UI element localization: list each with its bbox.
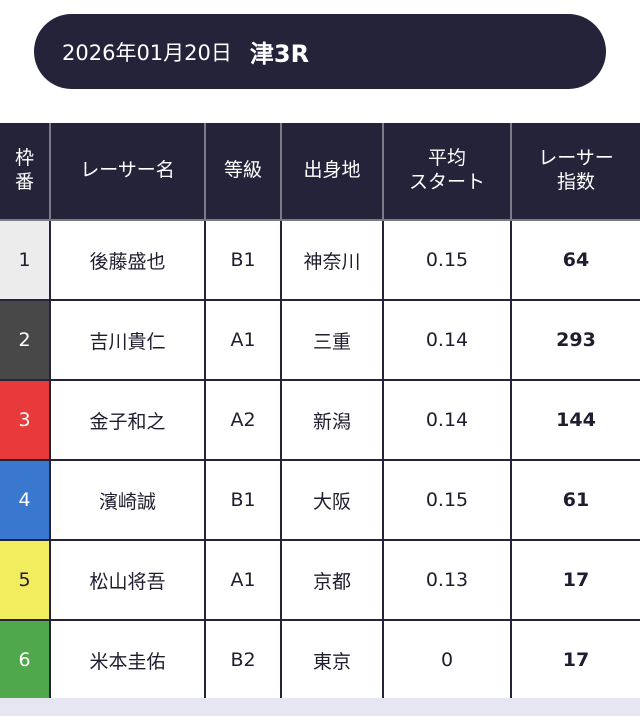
table-row: 3 金子和之 A2 新潟 0.14 144 xyxy=(0,379,640,461)
hometown-cell: 神奈川 xyxy=(280,219,384,301)
racer-name-cell: 米本圭佑 xyxy=(49,619,206,701)
racer-index-cell: 64 xyxy=(510,219,640,301)
grade-cell: A1 xyxy=(204,299,282,381)
racer-name-cell: 濱崎誠 xyxy=(49,459,206,541)
column-header-racer-name: レーサー名 xyxy=(49,123,206,221)
avg-start-cell: 0.14 xyxy=(382,379,512,461)
frame-number-cell: 1 xyxy=(0,219,51,301)
racer-index-cell: 61 xyxy=(510,459,640,541)
grade-cell: B2 xyxy=(204,619,282,701)
racer-index-cell: 293 xyxy=(510,299,640,381)
table-row: 1 後藤盛也 B1 神奈川 0.15 64 xyxy=(0,219,640,301)
frame-number-cell: 2 xyxy=(0,299,51,381)
avg-start-cell: 0.14 xyxy=(382,299,512,381)
hometown-cell: 京都 xyxy=(280,539,384,621)
hometown-cell: 東京 xyxy=(280,619,384,701)
table-row: 6 米本圭佑 B2 東京 0 17 xyxy=(0,619,640,701)
hometown-cell: 大阪 xyxy=(280,459,384,541)
racer-name-cell: 吉川貴仁 xyxy=(49,299,206,381)
racer-index-cell: 17 xyxy=(510,539,640,621)
avg-start-cell: 0.15 xyxy=(382,459,512,541)
avg-start-cell: 0.13 xyxy=(382,539,512,621)
frame-number-cell: 5 xyxy=(0,539,51,621)
bottom-bar xyxy=(0,698,640,716)
grade-cell: A2 xyxy=(204,379,282,461)
table-row: 4 濱崎誠 B1 大阪 0.15 61 xyxy=(0,459,640,541)
grade-cell: A1 xyxy=(204,539,282,621)
grade-cell: B1 xyxy=(204,459,282,541)
racer-index-cell: 144 xyxy=(510,379,640,461)
column-header-racer-index: レーサー 指数 xyxy=(510,123,640,221)
column-header-frame: 枠番 xyxy=(0,123,51,221)
racer-index-cell: 17 xyxy=(510,619,640,701)
racer-name-cell: 後藤盛也 xyxy=(49,219,206,301)
avg-start-cell: 0 xyxy=(382,619,512,701)
table-row: 5 松山将吾 A1 京都 0.13 17 xyxy=(0,539,640,621)
avg-start-cell: 0.15 xyxy=(382,219,512,301)
frame-number-cell: 3 xyxy=(0,379,51,461)
column-header-avg-start: 平均 スタート xyxy=(382,123,512,221)
racer-table: 枠番 レーサー名 等級 出身地 平均 スタート レーサー 指数 1 後藤盛也 B1 … xyxy=(0,123,640,701)
frame-number-cell: 4 xyxy=(0,459,51,541)
column-header-grade: 等級 xyxy=(204,123,282,221)
race-header: 2026年01月20日 津3R xyxy=(34,14,606,89)
racer-name-cell: 金子和之 xyxy=(49,379,206,461)
grade-cell: B1 xyxy=(204,219,282,301)
frame-number-cell: 6 xyxy=(0,619,51,701)
table-header-row: 枠番 レーサー名 等級 出身地 平均 スタート レーサー 指数 xyxy=(0,123,640,221)
race-date: 2026年01月20日 xyxy=(62,40,232,65)
race-title: 津3R xyxy=(249,40,310,68)
hometown-cell: 三重 xyxy=(280,299,384,381)
racer-name-cell: 松山将吾 xyxy=(49,539,206,621)
column-header-hometown: 出身地 xyxy=(280,123,384,221)
hometown-cell: 新潟 xyxy=(280,379,384,461)
table-row: 2 吉川貴仁 A1 三重 0.14 293 xyxy=(0,299,640,381)
